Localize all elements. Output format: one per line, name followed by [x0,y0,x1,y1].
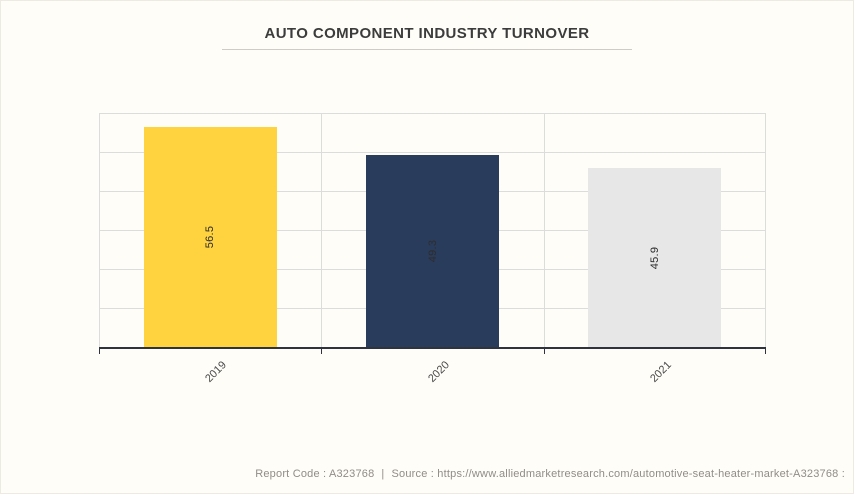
x-axis-tick [99,348,100,354]
bar-value-label: 49.3 [426,240,439,263]
footer-separator: | [381,468,385,480]
x-axis-label-2021: 2021 [647,359,674,385]
footer: Report Code : A323768 | Source : https://w… [255,468,845,480]
x-axis-tick [765,348,766,354]
chart-title: AUTO COMPONENT INDUSTRY TURNOVER [222,25,632,50]
bar-2019[interactable]: 56.5 [143,126,277,348]
v-gridline [321,113,323,348]
x-axis-line [99,347,766,349]
x-axis-label-2020: 2020 [425,359,452,385]
report-code-text: Report Code : A323768 [255,468,375,480]
plot-area: 56.5 2019 49.3 2020 45.9 2021 [99,112,766,385]
v-gridline [543,113,545,348]
x-axis-tick [321,348,323,354]
bar-2020[interactable]: 49.3 [366,154,499,348]
title-wrap: AUTO COMPONENT INDUSTRY TURNOVER [1,25,853,50]
x-axis-tick [543,348,545,354]
x-axis-label-2019: 2019 [203,359,230,385]
h-gridline [99,112,766,114]
v-gridline [765,113,766,348]
bar-value-label: 45.9 [648,246,661,270]
bar-value-label: 56.5 [204,226,217,249]
bar-2021[interactable]: 45.9 [588,168,722,348]
source-link[interactable]: Source : https://www.alliedmarketresearc… [391,468,845,480]
v-gridline [99,113,100,348]
h-gridline [99,151,766,153]
